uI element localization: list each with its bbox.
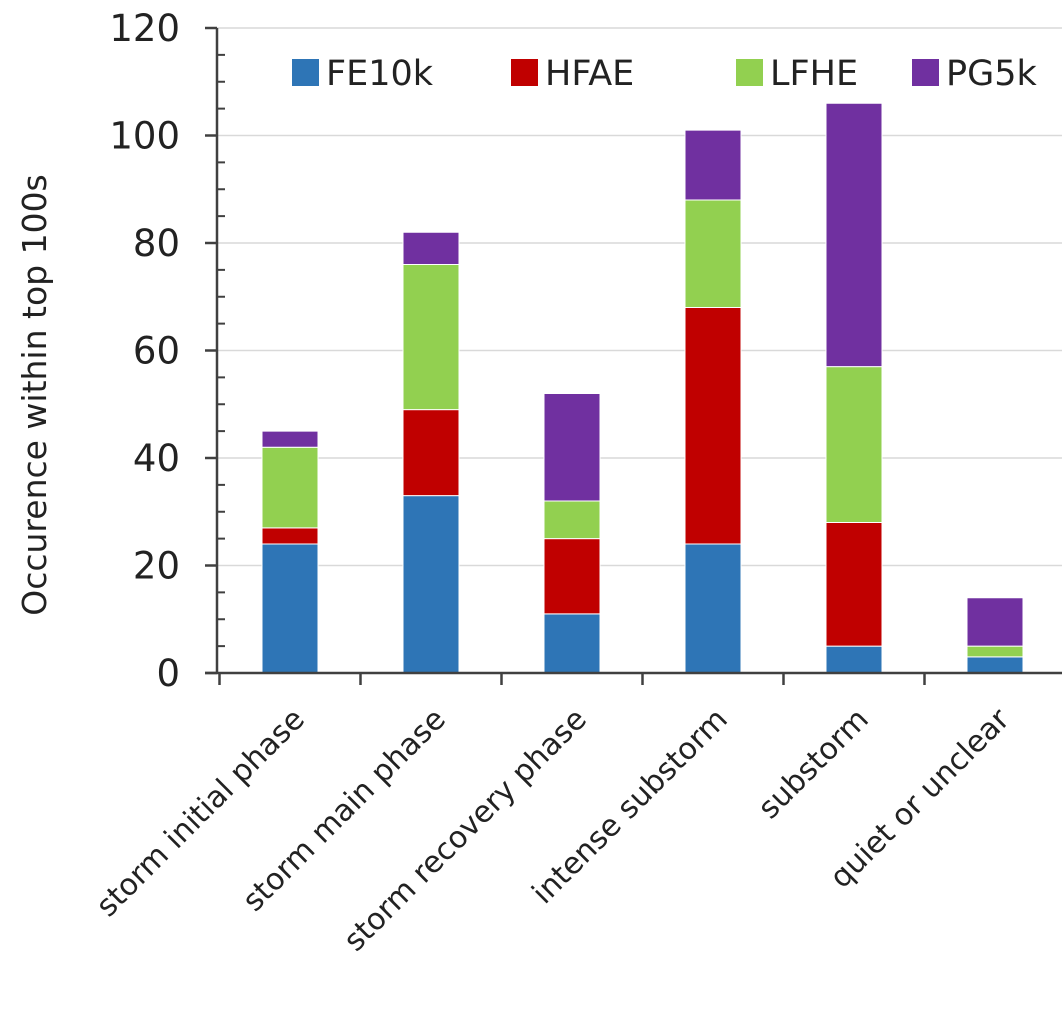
y-tick-labels: 0 20 40 60 80 100 120 [109,7,180,695]
bar-segment [543,500,601,540]
y-tick-label: 60 [133,330,180,373]
bar-segment [966,597,1024,647]
bar-segment [402,264,460,411]
bar-segment [684,129,742,201]
bar-segment [684,199,742,308]
x-category-label: substorm [752,702,876,826]
y-tick-label: 40 [133,437,180,480]
bar-segment [261,446,319,529]
legend-label: HFAE [545,54,634,94]
bar-segment [684,307,742,545]
legend-label: FE10k [326,54,434,94]
y-tick-label: 120 [109,7,180,50]
legend-swatch [736,59,763,86]
legend-swatch [292,59,319,86]
y-tick-label: 100 [109,115,180,158]
bar-segment [966,645,1024,658]
bar-segment [543,613,601,674]
legend-swatch [511,59,538,86]
y-tick-label: 20 [133,545,180,588]
gridlines [217,27,1062,567]
bar-segment [825,102,883,368]
bar-segment [825,522,883,647]
bar-segment [825,366,883,523]
legend-swatch [912,59,939,86]
bar-series-group [261,102,1024,674]
legend-label: LFHE [770,54,858,94]
y-tick-label: 0 [156,652,180,695]
bar-segment [966,656,1024,674]
bar-segment [261,430,319,448]
bar-segment [684,543,742,674]
bar-segment [543,538,601,615]
y-axis-title: Occurence within top 100s [15,174,54,616]
bar-segment [261,527,319,545]
legend: FE10k HFAE LFHE PG5k [292,54,1037,94]
y-tick-label: 80 [133,222,180,265]
bar-segment [261,543,319,674]
bar-segment [402,495,460,674]
x-category-label: storm recovery phase [337,702,593,958]
legend-label: PG5k [946,54,1037,94]
bar-segment [402,409,460,497]
axes [205,26,1062,685]
bar-segment [543,393,601,502]
bar-segment [825,645,883,674]
bar-segment [402,231,460,265]
